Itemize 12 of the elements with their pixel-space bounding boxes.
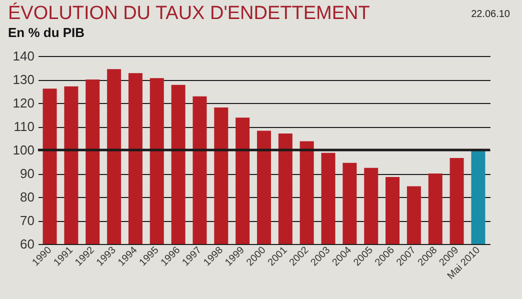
y-tick-label: 130 bbox=[12, 72, 34, 87]
y-tick-label: 80 bbox=[20, 190, 34, 204]
y-tick-label: 60 bbox=[20, 236, 34, 252]
y-tick-label: 110 bbox=[14, 119, 34, 134]
chart-subtitle: En % du PIB bbox=[8, 25, 85, 40]
y-tick-label: 70 bbox=[20, 213, 34, 228]
chart-title: ÉVOLUTION DU TAUX D'ENDETTEMENT bbox=[8, 2, 370, 24]
y-tick-label: 90 bbox=[20, 166, 34, 181]
text: 22.06.10 bbox=[471, 9, 510, 20]
y-tick-label: 120 bbox=[12, 96, 34, 110]
y-tick-label: 100 bbox=[12, 142, 34, 158]
y-tick-label: 140 bbox=[12, 48, 34, 64]
